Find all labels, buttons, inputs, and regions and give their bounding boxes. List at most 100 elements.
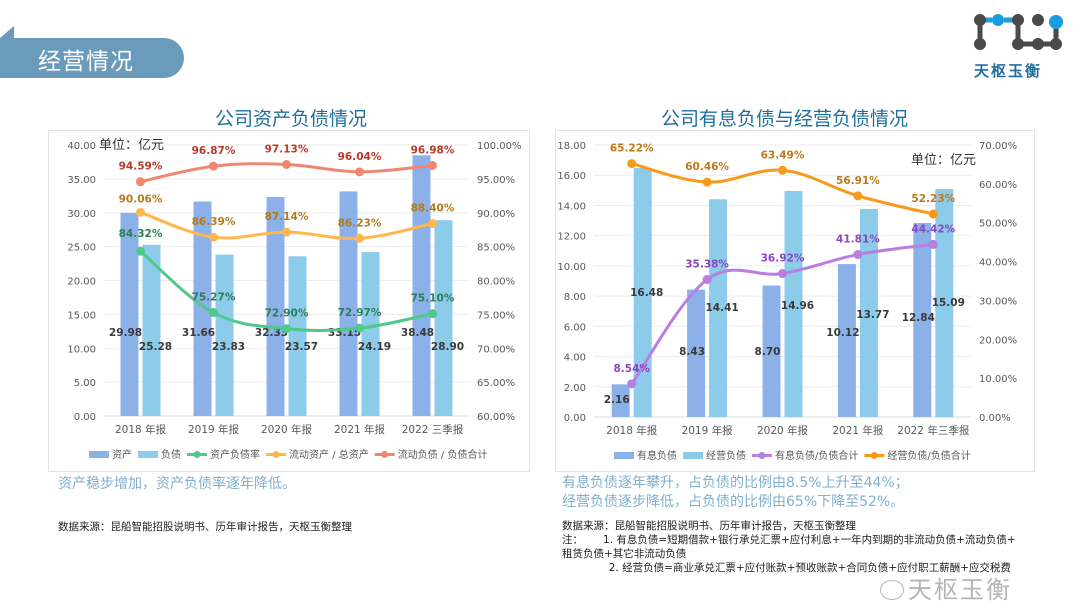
y-tick-label: 6.00: [564, 322, 586, 333]
line-value-label: 87.14%: [265, 211, 309, 223]
bar-primary: [193, 201, 212, 416]
bar-primary: [339, 191, 358, 416]
line-value-label: 52.23%: [911, 193, 955, 205]
y2-tick-label: 80.00%: [477, 277, 515, 288]
line-value-label: 63.49%: [761, 149, 805, 161]
x-tick-label: 2021 年报: [334, 423, 386, 436]
series-point: [209, 161, 218, 171]
section-header: 经营情况: [0, 26, 184, 78]
chart-title-assets: 公司资产负债情况: [215, 108, 368, 130]
series-point: [853, 250, 863, 260]
x-tick-label: 2022 三季报: [402, 423, 464, 436]
bar-value-label: 2.16: [604, 394, 630, 406]
bar-value-label: 29.98: [109, 327, 142, 339]
bar-value-label: 12.84: [902, 312, 935, 324]
legend-label: 经营负债: [706, 449, 746, 462]
bar-value-label: 15.09: [932, 297, 965, 309]
series-point: [136, 177, 145, 187]
y2-tick-label: 60.00%: [477, 412, 515, 423]
line-value-label: 72.90%: [265, 308, 309, 320]
bar-secondary: [784, 190, 803, 417]
line-value-label: 84.32%: [119, 228, 163, 240]
series-point: [928, 209, 938, 219]
x-tick-label: 2019 年报: [682, 424, 734, 437]
x-tick-label: 2018 年报: [606, 424, 658, 437]
line-value-label: 94.59%: [119, 161, 163, 173]
y2-tick-label: 95.00%: [477, 175, 515, 186]
bar-primary: [913, 222, 932, 417]
chart-title-debt: 公司有息负债与经营负债情况: [661, 108, 909, 130]
chart-panel-debt: 0.00 2.00 4.00 6.00 8.00 10.00 12.00 14.00 16.00…: [555, 130, 1035, 472]
series-point: [778, 165, 787, 175]
bar-value-label: 25.28: [139, 341, 172, 353]
section-header-flag: [0, 38, 184, 78]
y-tick-label: 12.00: [557, 232, 586, 243]
line-value-label: 96.98%: [411, 144, 455, 156]
series-point: [355, 323, 364, 333]
series-point: [282, 159, 291, 169]
right-summary-line-2: 经营负债逐步降低，占负债的比例由65%下降至52%。: [562, 494, 905, 510]
line-value-label: 36.92%: [761, 253, 805, 265]
line-value-label: 97.13%: [265, 143, 309, 155]
series-point: [428, 160, 437, 170]
line-value-label: 96.04%: [338, 151, 382, 163]
bar-secondary: [288, 256, 307, 416]
bar-value-label: 24.19: [358, 341, 391, 353]
x-tick-label: 2022 年三季报: [897, 424, 970, 437]
bar-value-label: 16.48: [630, 287, 663, 299]
y-tick-label: 30.00: [67, 209, 96, 220]
y-tick-label: 20.00: [67, 277, 96, 288]
legend-swatch-bar: [89, 451, 109, 458]
bar-primary: [266, 196, 285, 416]
y2-tick-label: 100.00%: [477, 141, 522, 152]
line-value-label: 75.10%: [411, 293, 455, 305]
legend-label: 资产: [112, 448, 132, 461]
series-point: [282, 324, 291, 334]
line-value-label: 8.54%: [613, 363, 650, 375]
y2-tick-label: 50.00%: [979, 219, 1017, 230]
bar-secondary: [361, 252, 380, 416]
unit-label: 单位：亿元: [99, 138, 164, 153]
logo-icon: [974, 14, 1063, 50]
legend-swatch-point: [758, 452, 766, 459]
bar-secondary: [215, 254, 234, 416]
bar-secondary: [859, 208, 878, 417]
legend-swatch-point: [193, 451, 201, 458]
legend-swatch-point: [870, 452, 878, 459]
series-point: [136, 246, 145, 256]
x-tick-label: 2021 年报: [832, 424, 884, 437]
right-note-2: 2. 经营负债=商业承兑汇票+应付账款+预收账款+合同负债+应付职工薪酬+应交税…: [562, 562, 1011, 574]
line-value-label: 65.22%: [610, 143, 654, 155]
y2-tick-label: 20.00%: [979, 335, 1017, 346]
series-point: [428, 309, 437, 319]
bar-value-label: 32.33: [255, 327, 288, 339]
bar-value-label: 8.70: [755, 346, 781, 358]
right-note-1: 注： 1. 有息负债=短期借款+银行承兑汇票+应付利息+一年内到期的非流动负债+…: [562, 534, 1016, 546]
legend-label: 有息负债: [637, 449, 677, 462]
line-value-label: 96.87%: [192, 145, 236, 157]
bar-primary: [611, 384, 630, 417]
y2-tick-label: 85.00%: [477, 243, 515, 254]
logo: 天枢玉衡: [968, 8, 1068, 80]
legend-swatch-bar: [614, 452, 634, 459]
y2-tick-label: 90.00%: [477, 209, 515, 220]
bar-value-label: 14.96: [781, 300, 814, 312]
line-value-label: 41.81%: [836, 234, 880, 246]
bar-secondary: [142, 244, 161, 416]
legend-label: 经营负债/负债合计: [887, 449, 970, 462]
chart-panel-assets: 0.00 5.00 10.00 15.00 20.00 25.00 30.00 35.00 40…: [48, 130, 530, 472]
y-tick-label: 18.00: [557, 141, 586, 152]
series-point: [355, 167, 364, 177]
section-title: 经营情况: [38, 49, 134, 75]
y2-tick-label: 0.00%: [979, 413, 1011, 424]
y-tick-label: 2.00: [564, 383, 586, 394]
legend-label: 流动负债 / 负债合计: [398, 448, 488, 461]
y2-tick-label: 70.00%: [979, 141, 1017, 152]
bar-primary: [762, 285, 781, 417]
series-point: [778, 269, 787, 279]
bar-primary: [412, 155, 431, 416]
y-tick-label: 5.00: [74, 378, 96, 389]
series-point: [627, 159, 637, 169]
series-point: [209, 308, 218, 318]
y2-tick-label: 30.00%: [979, 296, 1017, 307]
